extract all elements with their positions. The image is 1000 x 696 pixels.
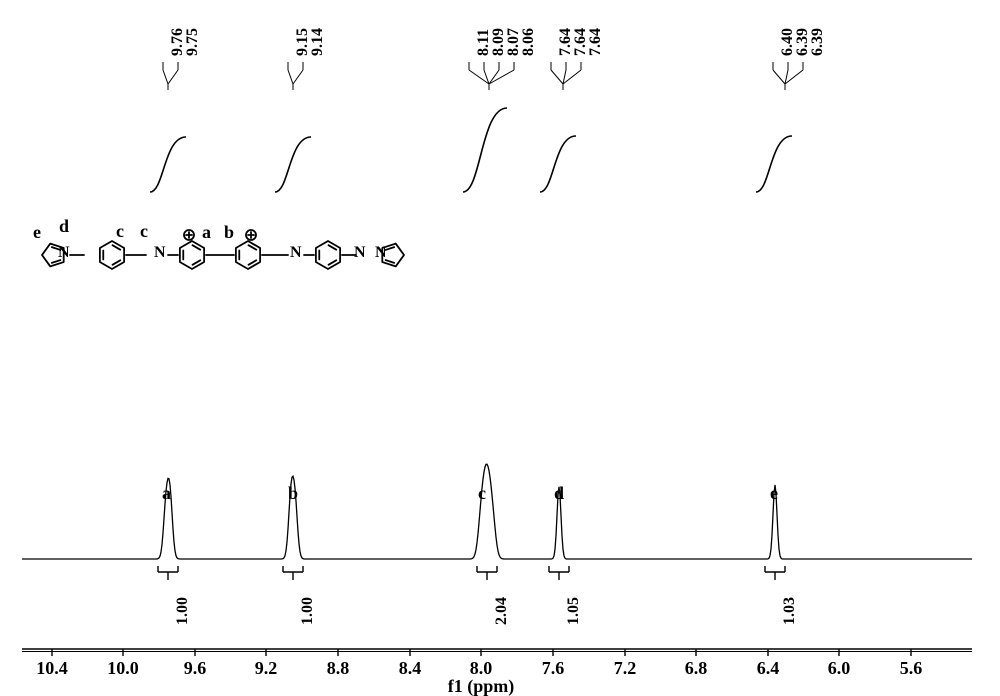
peak-letter-e: e xyxy=(770,483,778,504)
axis-tick: 6.4 xyxy=(748,658,788,679)
integral-label: 1.05 xyxy=(565,597,583,625)
axis-tick: 10.4 xyxy=(32,658,72,679)
ppm-label: 9.75 xyxy=(184,28,202,56)
axis-tick: 8.8 xyxy=(318,658,358,679)
structure-N: N xyxy=(290,244,302,262)
structure-N: N xyxy=(154,244,166,262)
axis-tick: 9.6 xyxy=(175,658,215,679)
structure-letter-e: e xyxy=(33,222,41,243)
axis-tick: 8.4 xyxy=(390,658,430,679)
structure-letter-a: a xyxy=(202,222,211,243)
axis-tick: 10.0 xyxy=(103,658,143,679)
integral-label: 2.04 xyxy=(493,597,511,625)
peak-letter-b: b xyxy=(288,483,298,504)
structure-N: N xyxy=(375,244,387,262)
integral-label: 1.00 xyxy=(174,597,192,625)
peak-letter-a: a xyxy=(162,483,171,504)
integral-label: 1.00 xyxy=(299,597,317,625)
axis-tick: 7.6 xyxy=(533,658,573,679)
structure-letter-b: b xyxy=(224,222,234,243)
structure-N: N xyxy=(354,244,366,262)
ppm-label: 9.14 xyxy=(309,28,327,56)
integral-label: 1.03 xyxy=(781,597,799,625)
axis-tick: 5.6 xyxy=(891,658,931,679)
axis-tick: 9.2 xyxy=(246,658,286,679)
structure-letter-d: d xyxy=(59,216,69,237)
structure-letter-c: c xyxy=(140,221,148,242)
ppm-label: 7.64 xyxy=(587,28,605,56)
nmr-spectrum-figure: { "chart": { "type": "nmr-1h-spectrum", … xyxy=(0,0,1000,696)
structure-N: N xyxy=(58,244,70,262)
axis-tick: 6.0 xyxy=(819,658,859,679)
axis-title: f1 (ppm) xyxy=(441,676,521,696)
spectrum-svg xyxy=(0,0,1000,696)
ppm-label: 8.06 xyxy=(520,28,538,56)
axis-tick: 6.8 xyxy=(676,658,716,679)
peak-letter-d: d xyxy=(554,483,564,504)
peak-letter-c: c xyxy=(478,483,486,504)
ppm-label: 6.39 xyxy=(809,28,827,56)
structure-letter-c: c xyxy=(116,221,124,242)
axis-tick: 7.2 xyxy=(605,658,645,679)
